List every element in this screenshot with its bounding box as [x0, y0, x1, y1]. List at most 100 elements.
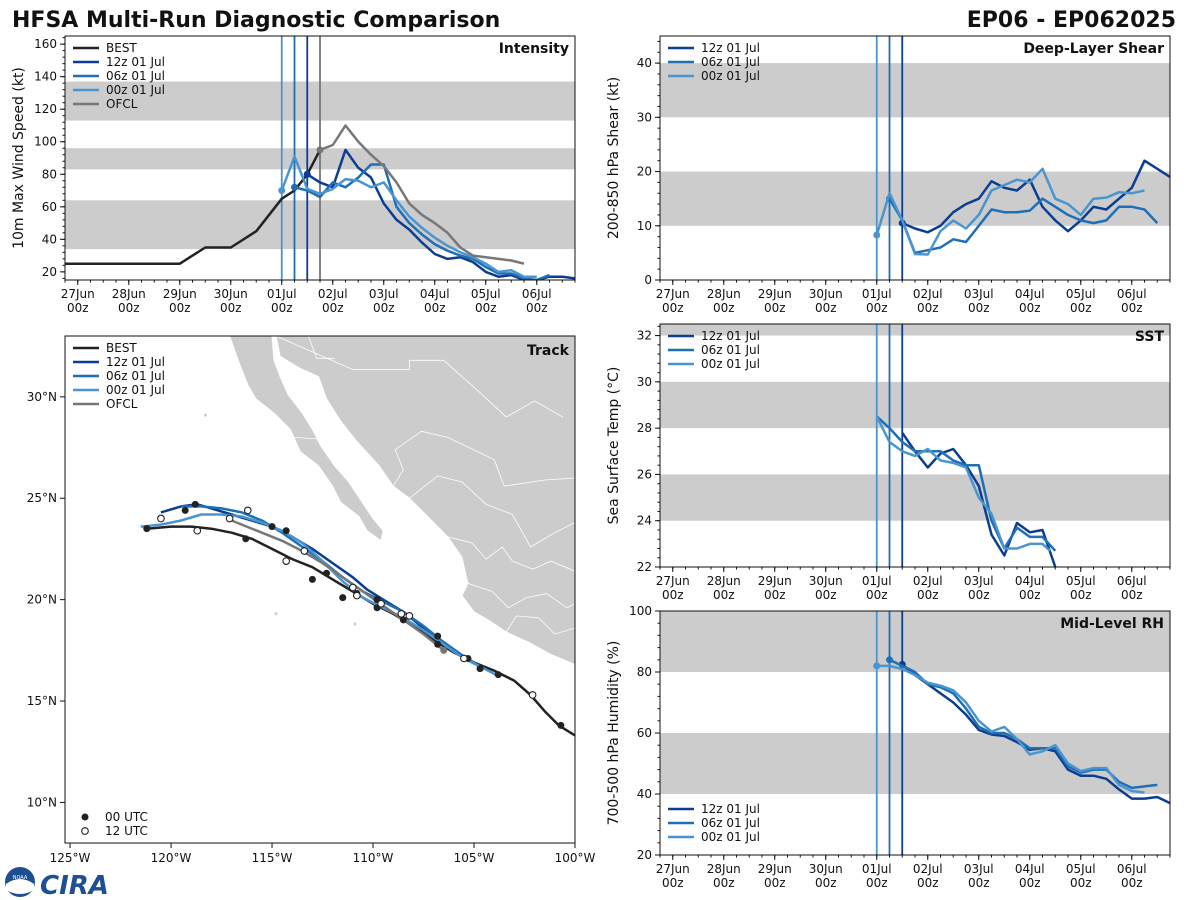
y-tick-label: 10 — [637, 219, 652, 233]
track-line-OFCL — [231, 519, 445, 652]
track-marker-12utc — [460, 654, 468, 663]
x-tick-label: 110°W — [353, 851, 394, 865]
x-tick-label: 29Jun — [758, 862, 792, 876]
series-group — [65, 124, 575, 280]
x-tick-label: 02Jul — [913, 574, 943, 588]
x-tick-label: 100°W — [555, 851, 596, 865]
x-tick-label: 30Jun — [809, 287, 843, 301]
y-axis-label: 10m Max Wind Speed (kt) — [11, 67, 27, 249]
track-marker-12utc — [377, 599, 385, 608]
x-tick-sublabel: 00z — [713, 301, 735, 315]
x-tick-sublabel: 00z — [815, 588, 837, 602]
x-tick-label: 28Jun — [707, 287, 741, 301]
x-tick-label: 125°W — [50, 851, 91, 865]
y-tick-label: 26 — [637, 467, 652, 481]
y-tick-label: 20 — [637, 848, 652, 862]
y-tick-label: 30°N — [27, 390, 57, 404]
y-tick-label: 30 — [637, 375, 652, 389]
x-tick-label: 01Jul — [862, 287, 892, 301]
x-tick-sublabel: 00z — [424, 301, 446, 315]
series-start-marker-06z — [886, 656, 893, 664]
legend-label: 12z 01 Jul — [701, 802, 760, 816]
x-tick-sublabel: 00z — [866, 588, 888, 602]
x-tick-sublabel: 00z — [764, 588, 786, 602]
track-marker-00utc — [181, 506, 189, 514]
series-start-marker-00z — [873, 231, 881, 239]
legend-label: 00z 01 Jul — [106, 383, 165, 397]
legend-label: 12z 01 Jul — [701, 329, 760, 343]
legend-marker-00utc — [81, 813, 89, 821]
x-tick-label: 28Jun — [707, 862, 741, 876]
series-group — [873, 159, 1170, 256]
x-tick-label: 04Jul — [1015, 862, 1045, 876]
series-start-marker-00z — [278, 187, 286, 195]
y-axis-label: 700-500 hPa Humidity (%) — [606, 641, 622, 826]
legend-label: 12 UTC — [105, 824, 148, 838]
x-tick-label: 04Jul — [1015, 287, 1045, 301]
series-line-06z — [294, 163, 550, 280]
x-tick-label: 29Jun — [758, 287, 792, 301]
y-tick-label: 30 — [637, 110, 652, 124]
series-group — [873, 656, 1170, 805]
y-tick-label: 100 — [629, 604, 652, 618]
legend-label: 06z 01 Jul — [701, 55, 760, 69]
cira-logo-text: CIRA — [40, 871, 109, 900]
x-tick-sublabel: 00z — [526, 301, 548, 315]
state-border — [505, 615, 575, 635]
x-tick-label: 05Jul — [1066, 574, 1096, 588]
y-tick-label: 40 — [637, 787, 652, 801]
series-group — [875, 415, 1057, 567]
x-tick-label: 120°W — [151, 851, 192, 865]
x-tick-sublabel: 00z — [713, 876, 735, 890]
series-line-OFCL — [319, 124, 525, 265]
x-tick-sublabel: 00z — [917, 876, 939, 890]
legend-label: BEST — [106, 41, 137, 55]
band — [660, 381, 1170, 429]
y-tick-label: 20°N — [27, 593, 57, 607]
x-tick-label: 06Jul — [522, 287, 552, 301]
series-line-06z — [875, 415, 1057, 552]
y-axis-label: 200-850 hPa Shear (kt) — [606, 77, 622, 239]
track-marker-00utc — [557, 721, 565, 729]
state-border — [308, 336, 335, 359]
series-line-12z — [901, 432, 1057, 567]
series-line-00z — [876, 664, 1145, 794]
legend-label: 00z 01 Jul — [701, 830, 760, 844]
y-tick-label: 15°N — [27, 694, 57, 708]
legend-label: 00z 01 Jul — [106, 83, 165, 97]
track-marker-00utc — [434, 640, 442, 648]
x-tick-label: 03Jul — [964, 862, 994, 876]
track-marker-00utc — [308, 575, 316, 583]
legend-label: 06z 01 Jul — [106, 69, 165, 83]
x-tick-label: 03Jul — [964, 574, 994, 588]
x-tick-label: 03Jul — [369, 287, 399, 301]
track-line-12z — [160, 503, 445, 646]
plot-frame — [64, 335, 576, 844]
track-marker-00utc — [242, 535, 250, 543]
band — [660, 63, 1170, 118]
track-marker-00utc — [282, 527, 290, 535]
legend-label: 06z 01 Jul — [701, 816, 760, 830]
x-tick-label: 27Jun — [656, 287, 690, 301]
x-tick-label: 01Jul — [862, 574, 892, 588]
track-marker-12utc — [193, 526, 202, 535]
x-tick-label: 03Jul — [964, 287, 994, 301]
series-line-00z — [875, 167, 1145, 256]
x-tick-label: 06Jul — [1117, 574, 1147, 588]
x-tick-sublabel: 00z — [815, 301, 837, 315]
x-tick-sublabel: 00z — [220, 301, 242, 315]
panel-title: Deep-Layer Shear — [1023, 41, 1164, 57]
x-tick-sublabel: 00z — [764, 876, 786, 890]
track-marker-00utc — [323, 569, 331, 577]
y-tick-label: 28 — [637, 421, 652, 435]
state-border — [447, 536, 575, 572]
y-tick-label: 120 — [34, 102, 57, 116]
track-marker-12utc — [243, 506, 252, 515]
x-tick-sublabel: 00z — [764, 301, 786, 315]
figure-title: HFSA Multi-Run Diagnostic Comparison — [12, 8, 500, 33]
legend-label: OFCL — [106, 397, 138, 411]
track-marker-00utc — [476, 665, 484, 673]
map-group — [140, 336, 575, 737]
x-tick-label: 27Jun — [656, 574, 690, 588]
